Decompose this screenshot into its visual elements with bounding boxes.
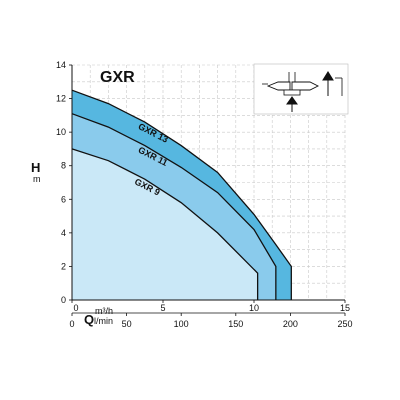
curve-lines xyxy=(71,89,292,300)
line-gxr-9 xyxy=(71,148,259,300)
y-tick-label: 2 xyxy=(61,261,66,271)
y-tick-label: 4 xyxy=(61,228,66,238)
line-gxr-11 xyxy=(71,113,277,300)
x-tick-label: 15 xyxy=(340,303,350,313)
x2-tick-label: 100 xyxy=(174,319,189,329)
area-gxr-9 xyxy=(72,148,258,300)
x-tick-label: 0 xyxy=(73,303,78,313)
y-tick-label: 0 xyxy=(61,295,66,305)
y-tick-label: 8 xyxy=(61,161,66,171)
x2-tick-label: 150 xyxy=(228,319,243,329)
y-tick-label: 6 xyxy=(61,194,66,204)
x-axis-label: Q xyxy=(84,312,94,327)
chart-title: GXR xyxy=(100,69,135,86)
pump-schematic-inset xyxy=(253,63,349,115)
x2-tick-label: 200 xyxy=(283,319,298,329)
x-axis-unit-secondary: l/min xyxy=(94,316,113,326)
y-tick-label: 10 xyxy=(56,127,66,137)
x-tick-label: 10 xyxy=(249,303,259,313)
x2-tick-label: 0 xyxy=(69,319,74,329)
y-tick-label: 14 xyxy=(56,60,66,70)
x-tick-label: 5 xyxy=(160,303,165,313)
line-gxr-13 xyxy=(71,89,292,300)
x-axis-unit-primary: m³/h xyxy=(95,306,113,316)
y-axis-label: H xyxy=(31,160,40,175)
y-axis-unit: m xyxy=(33,174,41,184)
y-tick-label: 12 xyxy=(56,94,66,104)
curve-areas xyxy=(72,90,292,300)
x2-tick-label: 250 xyxy=(337,319,352,329)
x2-tick-label: 50 xyxy=(122,319,132,329)
